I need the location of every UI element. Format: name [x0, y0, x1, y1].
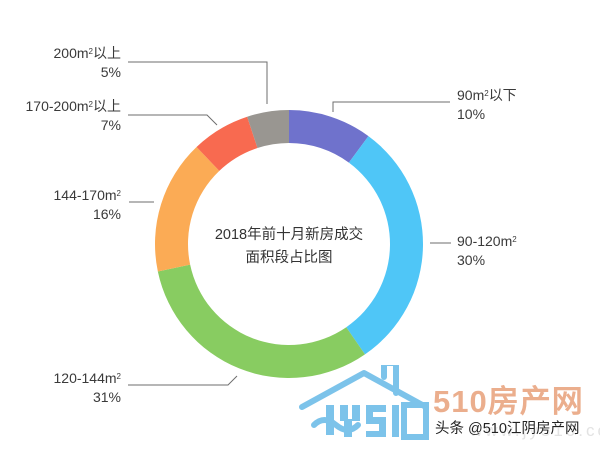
donut-segment — [196, 116, 258, 171]
pct-170-200: 7% — [100, 117, 121, 133]
leader-line-200 — [128, 61, 268, 104]
watermark-brand: 510房产网 — [433, 384, 584, 419]
pct-90-below: 10% — [457, 106, 486, 122]
watermark-handle: 头条 @510江阴房产网 — [435, 421, 580, 437]
label-90-below: 90m2以下 10% — [457, 87, 517, 122]
chart-title-line2: 面积段占比图 — [245, 250, 333, 266]
donut-segment — [346, 136, 424, 355]
label-144-170: 144-170m2 16% — [53, 187, 122, 222]
leader-line-170-200 — [128, 114, 218, 126]
donut-segment — [247, 110, 289, 149]
leader-lines — [128, 61, 451, 386]
donut-segment — [289, 110, 369, 163]
pct-144-170: 16% — [92, 206, 121, 222]
watermark-logo-icon — [299, 365, 429, 440]
donut-segment — [155, 147, 220, 272]
chart-title-line1: 2018年前十月新房成交 — [214, 227, 364, 243]
label-170-200: 170-200m2以上 7% — [25, 98, 122, 133]
label-90-120: 90-120m2 30% — [457, 233, 517, 268]
label-200-plus: 200m2以上 5% — [53, 45, 121, 80]
label-120-144: 120-144m2 31% — [53, 370, 122, 405]
pct-200-plus: 5% — [100, 64, 121, 80]
leader-line-90 — [332, 101, 450, 112]
pct-90-120: 30% — [457, 252, 486, 268]
donut-ring — [155, 110, 424, 379]
watermark-url: www.jy510.com — [470, 421, 600, 440]
pct-120-144: 31% — [92, 389, 121, 405]
donut-segment — [157, 264, 365, 379]
chart-title: 2018年前十月新房成交 面积段占比图 — [189, 224, 389, 270]
leader-line-120-144 — [128, 375, 238, 386]
